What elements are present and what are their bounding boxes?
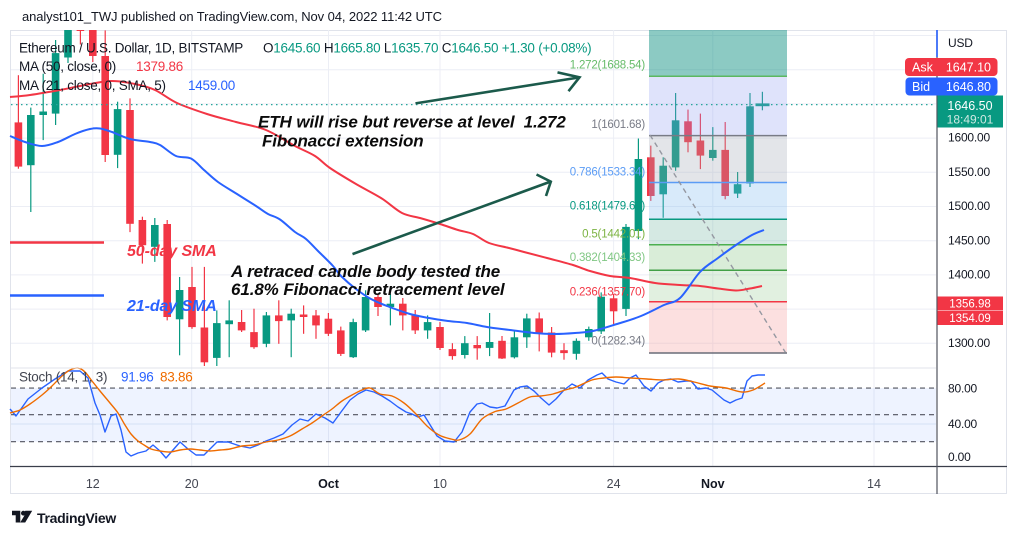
svg-text:Oct: Oct <box>318 477 340 491</box>
svg-text:14: 14 <box>867 477 881 491</box>
svg-text:21-day SMA: 21-day SMA <box>126 298 217 315</box>
svg-text:18:49:01: 18:49:01 <box>947 113 994 127</box>
svg-text:12: 12 <box>86 477 100 491</box>
svg-text:0.618(1479.69): 0.618(1479.69) <box>570 201 646 213</box>
svg-text:Ask: Ask <box>912 61 934 75</box>
svg-text:1600.00: 1600.00 <box>948 131 991 145</box>
svg-text:1646.50: 1646.50 <box>947 99 992 113</box>
svg-text:A retraced candle body tested: A retraced candle body tested the <box>230 262 500 281</box>
svg-text:ETH will rise but reverse at l: ETH will rise but reverse at level 1.272 <box>258 113 566 132</box>
svg-text:1550.00: 1550.00 <box>948 165 991 179</box>
svg-text:USD: USD <box>948 36 973 50</box>
svg-text:1400.00: 1400.00 <box>948 268 991 282</box>
svg-text:20: 20 <box>185 477 199 491</box>
svg-text:Bid: Bid <box>912 80 930 94</box>
svg-text:MA (21, close, 0, SMA, 5)1459.: MA (21, close, 0, SMA, 5) 1459.00 <box>19 78 235 93</box>
svg-text:Ethereum / U.S. Dollar, 1D, BI: Ethereum / U.S. Dollar, 1D, BITSTAMP O164… <box>19 41 591 56</box>
svg-text:50-day SMA: 50-day SMA <box>127 243 217 260</box>
svg-text:10: 10 <box>433 477 447 491</box>
svg-text:40.00: 40.00 <box>948 417 978 431</box>
svg-text:0(1282.34): 0(1282.34) <box>591 336 645 348</box>
svg-text:1450.00: 1450.00 <box>948 234 991 248</box>
svg-text:MA (50, close, 0)1379.86: MA (50, close, 0) 1379.86 <box>19 59 183 74</box>
svg-text:analyst101_TWJ published on Tr: analyst101_TWJ published on TradingView.… <box>22 9 442 24</box>
svg-text:1.272(1688.54): 1.272(1688.54) <box>570 60 646 72</box>
svg-text:1500.00: 1500.00 <box>948 199 991 213</box>
svg-text:1646.80: 1646.80 <box>946 80 991 94</box>
svg-text:Fibonacci extension: Fibonacci extension <box>262 132 424 151</box>
svg-text:TradingView: TradingView <box>37 510 116 526</box>
svg-text:1647.10: 1647.10 <box>946 61 991 75</box>
svg-text:1(1601.68): 1(1601.68) <box>591 119 645 131</box>
svg-text:0.5(1442.01): 0.5(1442.01) <box>582 229 645 241</box>
svg-text:24: 24 <box>607 477 621 491</box>
svg-text:1354.09: 1354.09 <box>949 313 991 325</box>
svg-text:0.236(1357.70): 0.236(1357.70) <box>570 287 646 299</box>
svg-text:0.786(1533.34): 0.786(1533.34) <box>570 167 646 179</box>
svg-text:Nov: Nov <box>701 477 725 491</box>
svg-text:1356.98: 1356.98 <box>949 299 991 311</box>
svg-text:80.00: 80.00 <box>948 382 978 396</box>
svg-text:0.00: 0.00 <box>948 450 971 464</box>
svg-text:0.382(1404.33): 0.382(1404.33) <box>570 252 646 264</box>
svg-text:1300.00: 1300.00 <box>948 336 991 350</box>
svg-text:61.8% Fibonacci retracement le: 61.8% Fibonacci retracement level <box>231 280 506 299</box>
